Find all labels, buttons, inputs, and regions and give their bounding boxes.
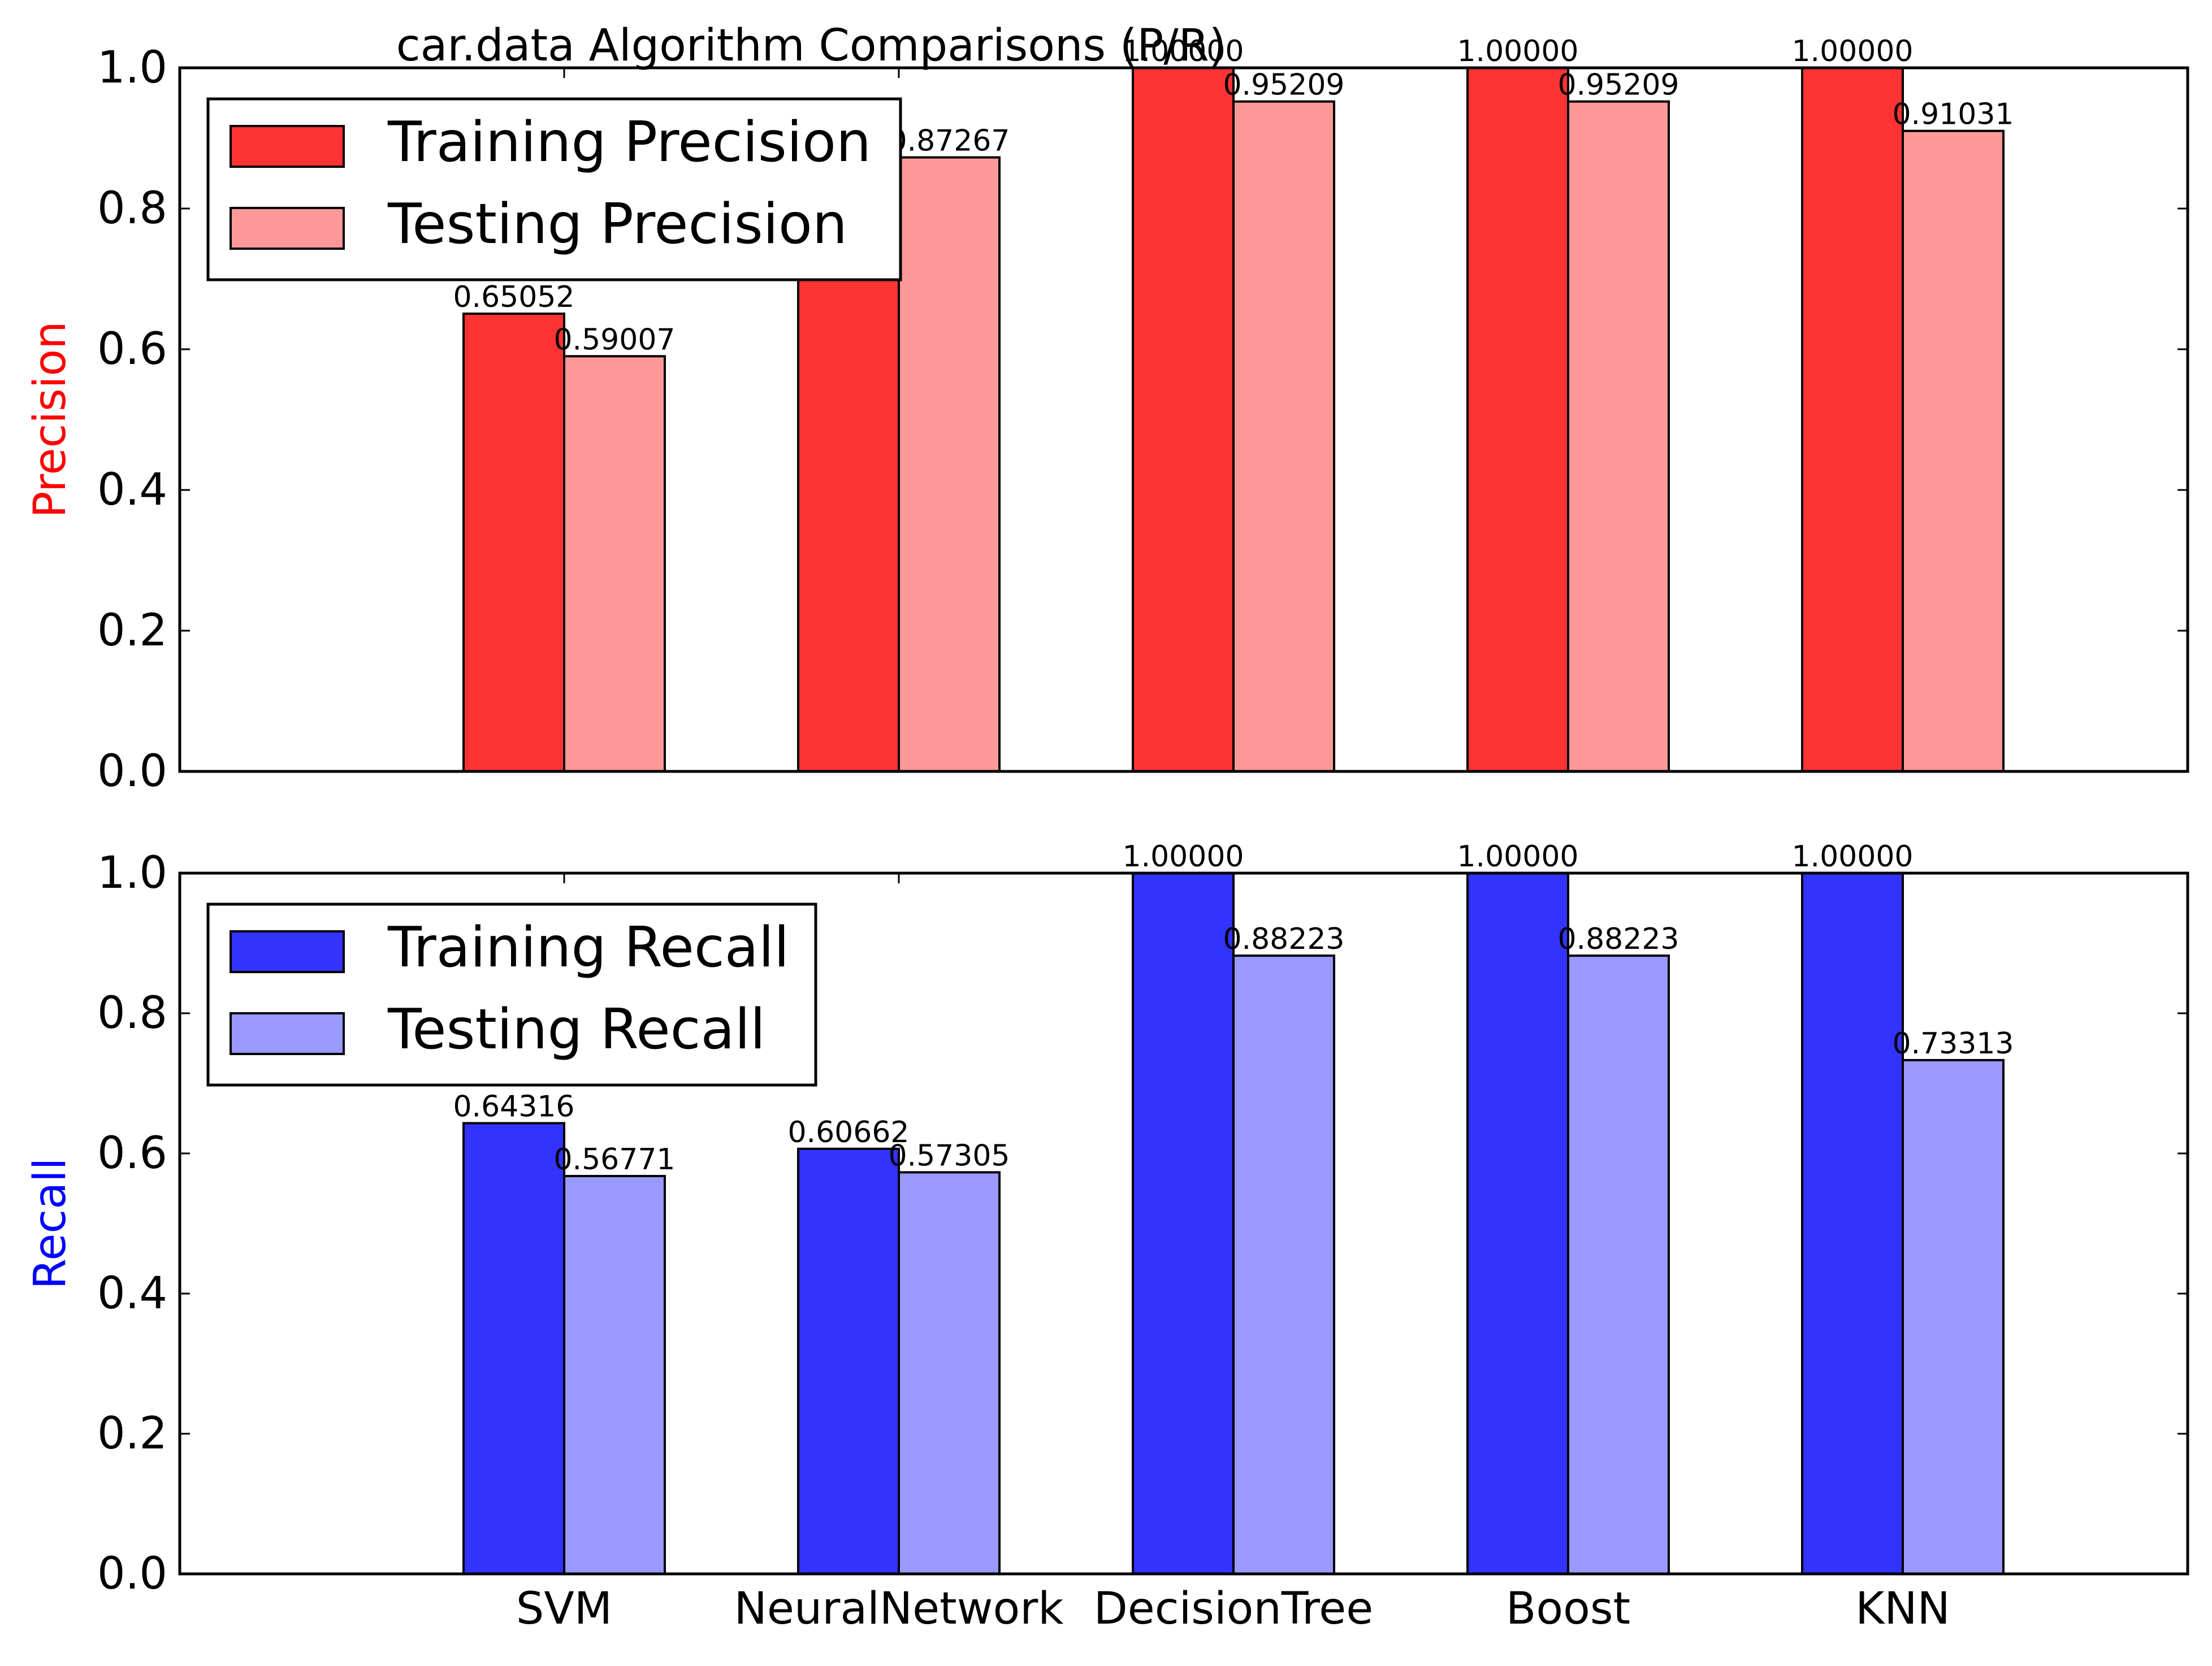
bar-training-recall-decisiontree (1132, 872, 1235, 1575)
data-label: 0.56771 (553, 1143, 675, 1177)
axes-frame (178, 871, 2189, 1576)
y-tick-label: 0.8 (97, 183, 167, 234)
data-label: 0.87267 (888, 124, 1010, 158)
legend: Training Precision Testing Precision (206, 97, 902, 281)
data-label: 0.57305 (888, 1139, 1010, 1173)
x-tick-label: KNN (1855, 1583, 1950, 1634)
bar-training-precision-decisiontree (1132, 67, 1235, 773)
data-label: 1.00000 (1122, 34, 1244, 68)
bar-training-precision-knn (1801, 67, 1904, 773)
data-label: 0.64316 (453, 1090, 574, 1123)
legend: Training Recall Testing Recall (206, 903, 817, 1087)
y-axis-label: Precision (25, 321, 76, 518)
bar-testing-recall-boost (1567, 955, 1670, 1575)
bar-training-precision-neuralnetwork (797, 277, 900, 773)
bar-testing-recall-knn (1902, 1058, 2005, 1575)
x-tick-label: DecisionTree (1094, 1583, 1374, 1634)
data-label: 0.95209 (1557, 68, 1679, 102)
data-label: 1.00000 (1791, 34, 1913, 68)
data-label: 0.59007 (553, 323, 675, 357)
bar-testing-recall-decisiontree (1232, 955, 1335, 1575)
bar-training-recall-boost (1466, 872, 1569, 1575)
y-tick-label: 0.6 (97, 1128, 167, 1179)
precision-panel: 0.650520.590070.700000.872671.000000.952… (25, 34, 2189, 797)
y-tick-label: 1.0 (97, 42, 167, 93)
x-tick-label: SVM (516, 1583, 612, 1634)
bar-testing-precision-knn (1902, 129, 2005, 773)
bar-training-recall-svm (462, 1122, 565, 1575)
y-tick-label: 0.4 (97, 1268, 167, 1319)
y-tick-label: 0.2 (97, 605, 167, 656)
legend-label: Testing Recall (387, 997, 765, 1062)
legend-swatch (230, 207, 345, 250)
data-label: 1.00000 (1122, 840, 1244, 874)
bar-testing-precision-svm (563, 355, 666, 773)
data-label: 1.00000 (1791, 840, 1913, 874)
y-tick-label: 1.0 (97, 848, 167, 899)
bar-testing-recall-neuralnetwork (898, 1171, 1001, 1575)
legend-label: Testing Precision (387, 192, 847, 257)
y-tick-label: 0.0 (97, 1548, 167, 1599)
y-tick-label: 0.4 (97, 465, 167, 515)
legend-swatch (230, 125, 345, 168)
data-label: 0.95209 (1223, 68, 1344, 102)
chart-title: car.data Algorithm Comparisons (P/R) (396, 20, 1226, 71)
x-tick-label: NeuralNetwork (734, 1583, 1064, 1634)
data-label: 0.60662 (787, 1116, 909, 1149)
legend-swatch (230, 1012, 345, 1055)
data-label: 0.88223 (1223, 922, 1344, 956)
legend-label: Training Precision (387, 110, 871, 175)
y-tick-label: 0.2 (97, 1408, 167, 1459)
y-axis-label: Recall (25, 1158, 76, 1290)
data-label: 0.73313 (1892, 1027, 2014, 1061)
y-tick-label: 0.8 (97, 988, 167, 1039)
data-label: 0.91031 (1892, 98, 2014, 132)
bar-testing-precision-neuralnetwork (898, 156, 1001, 773)
data-label: 0.65052 (453, 280, 574, 314)
bar-testing-recall-svm (563, 1175, 666, 1575)
bar-testing-precision-decisiontree (1232, 100, 1335, 773)
axes-frame (178, 66, 2189, 773)
y-tick-label: 0.0 (97, 746, 167, 797)
legend-swatch (230, 930, 345, 973)
bar-testing-precision-boost (1567, 100, 1670, 773)
data-label: 1.00000 (1457, 840, 1578, 874)
data-label: 1.00000 (1457, 34, 1578, 68)
bar-training-recall-neuralnetwork (797, 1147, 900, 1576)
data-label: 0.88223 (1557, 922, 1679, 956)
y-tick-label: 0.6 (97, 324, 167, 375)
bar-training-recall-knn (1801, 872, 1904, 1575)
bar-training-precision-boost (1466, 67, 1569, 773)
bar-training-precision-svm (462, 313, 565, 773)
legend-label: Training Recall (387, 916, 789, 980)
x-tick-label: Boost (1506, 1583, 1630, 1634)
